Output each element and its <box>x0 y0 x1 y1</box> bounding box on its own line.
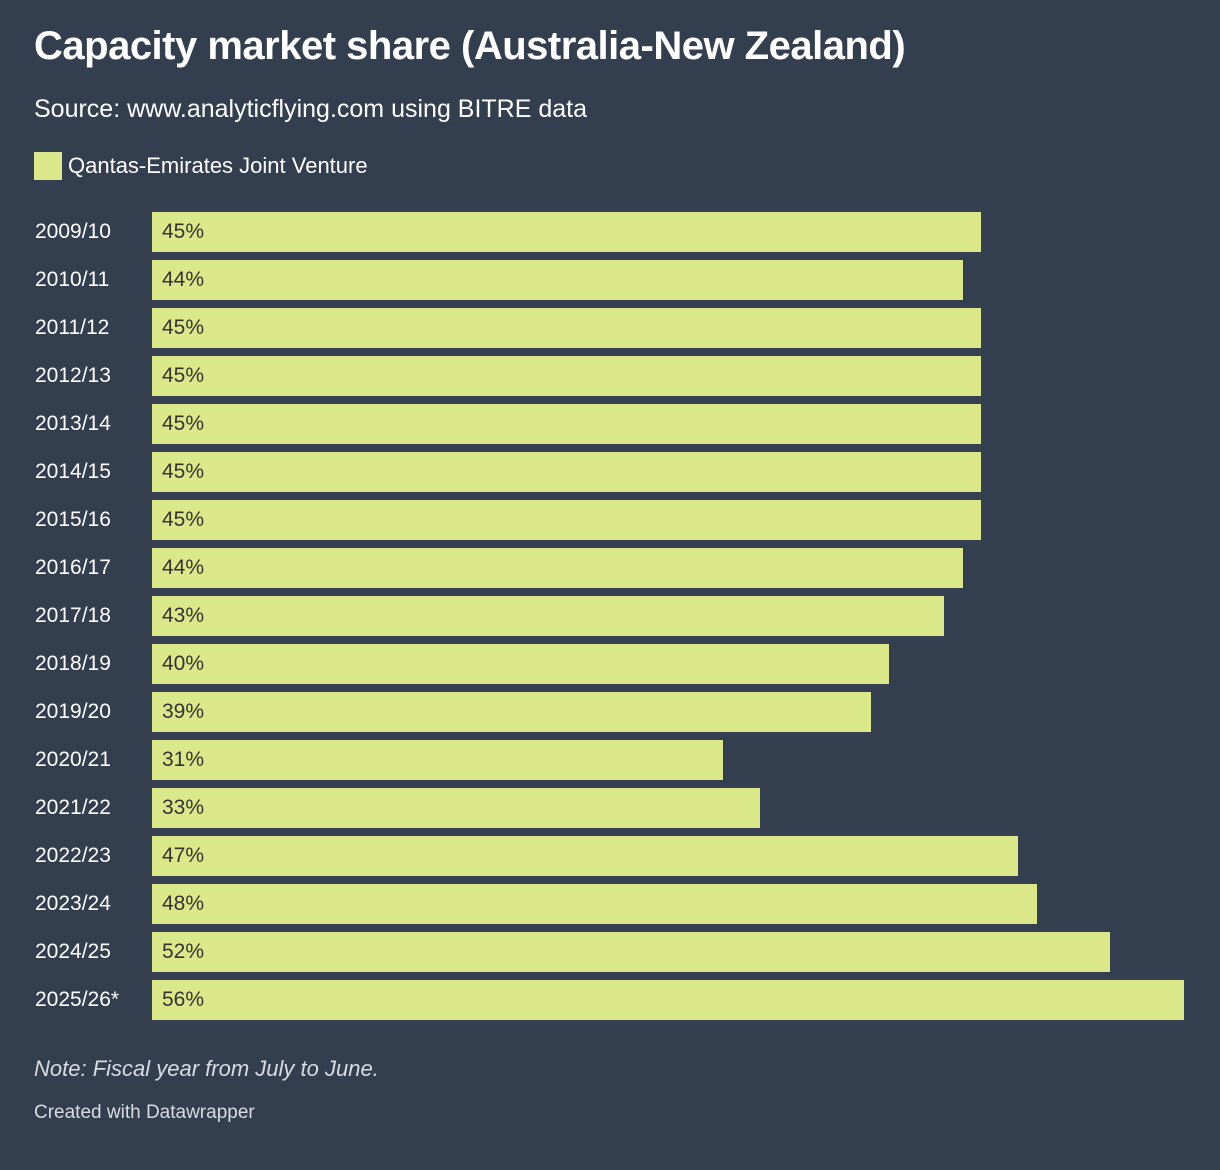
legend: Qantas-Emirates Joint Venture <box>34 152 368 180</box>
bar-value-label: 33% <box>162 796 205 819</box>
bar-value-label: 31% <box>162 748 205 771</box>
category-label: 2019/20 <box>35 700 111 723</box>
category-label: 2015/16 <box>35 508 111 531</box>
bar <box>152 548 963 588</box>
category-label: 2010/11 <box>35 268 110 291</box>
bar-value-label: 40% <box>162 652 205 675</box>
category-label: 2023/24 <box>35 892 111 915</box>
bar <box>152 596 945 636</box>
bar-value-label: 44% <box>162 268 205 291</box>
bar-value-label: 45% <box>162 364 205 387</box>
chart-title: Capacity market share (Australia-New Zea… <box>34 24 906 68</box>
bar-value-label: 45% <box>162 412 205 435</box>
category-label: 2022/23 <box>35 844 111 867</box>
category-label: 2021/22 <box>35 796 111 819</box>
bar <box>152 404 982 444</box>
bar-value-label: 44% <box>162 556 205 579</box>
legend-label: Qantas-Emirates Joint Venture <box>68 153 368 178</box>
category-label: 2011/12 <box>35 316 110 339</box>
category-label: 2009/10 <box>35 220 111 243</box>
bar-value-label: 39% <box>162 700 205 723</box>
category-label: 2025/26* <box>35 988 120 1011</box>
category-label: 2018/19 <box>35 652 111 675</box>
bar <box>152 884 1037 924</box>
bar-value-label: 45% <box>162 460 205 483</box>
bar-value-label: 47% <box>162 844 205 867</box>
category-label: 2017/18 <box>35 604 111 627</box>
category-label: 2020/21 <box>35 748 111 771</box>
bar <box>152 980 1184 1020</box>
bar <box>152 308 982 348</box>
category-label: 2024/25 <box>35 940 111 963</box>
bar-value-label: 45% <box>162 508 205 531</box>
bar <box>152 212 982 252</box>
bar <box>152 500 982 540</box>
category-label: 2012/13 <box>35 364 111 387</box>
category-label: 2013/14 <box>35 412 111 435</box>
bar <box>152 260 963 300</box>
bar <box>152 452 982 492</box>
bar <box>152 932 1111 972</box>
bar <box>152 356 982 396</box>
bar-value-label: 45% <box>162 316 205 339</box>
bar <box>152 740 724 780</box>
bar-value-label: 56% <box>162 988 205 1011</box>
bar <box>152 692 871 732</box>
bar-value-label: 45% <box>162 220 205 243</box>
chart-subtitle: Source: www.analyticflying.com using BIT… <box>34 95 588 123</box>
bar <box>152 836 1019 876</box>
chart-note: Note: Fiscal year from July to June. <box>34 1056 379 1081</box>
category-label: 2014/15 <box>35 460 111 483</box>
bar <box>152 788 761 828</box>
chart-credit: Created with Datawrapper <box>34 1102 255 1123</box>
bar <box>152 644 890 684</box>
bar-value-label: 52% <box>162 940 205 963</box>
legend-swatch <box>34 152 62 180</box>
bar-value-label: 48% <box>162 892 205 915</box>
bar-value-label: 43% <box>162 604 205 627</box>
category-label: 2016/17 <box>35 556 111 579</box>
